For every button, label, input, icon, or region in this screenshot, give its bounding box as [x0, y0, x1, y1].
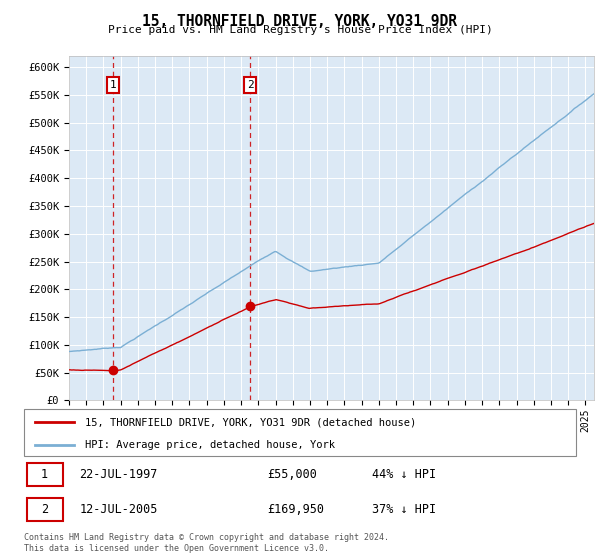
Bar	[27, 464, 62, 486]
Text: 15, THORNFIELD DRIVE, YORK, YO31 9DR: 15, THORNFIELD DRIVE, YORK, YO31 9DR	[143, 14, 458, 29]
Text: £169,950: £169,950	[267, 503, 324, 516]
Text: Price paid vs. HM Land Registry's House Price Index (HPI): Price paid vs. HM Land Registry's House …	[107, 25, 493, 35]
Text: 44% ↓ HPI: 44% ↓ HPI	[372, 468, 436, 481]
Text: 15, THORNFIELD DRIVE, YORK, YO31 9DR (detached house): 15, THORNFIELD DRIVE, YORK, YO31 9DR (de…	[85, 417, 416, 427]
Text: Contains HM Land Registry data © Crown copyright and database right 2024.
This d: Contains HM Land Registry data © Crown c…	[24, 533, 389, 553]
Text: £55,000: £55,000	[267, 468, 317, 481]
Text: 2: 2	[41, 503, 48, 516]
Bar	[27, 498, 62, 521]
Text: 1: 1	[110, 80, 116, 90]
Text: HPI: Average price, detached house, York: HPI: Average price, detached house, York	[85, 440, 335, 450]
Text: 1: 1	[41, 468, 48, 481]
Text: 37% ↓ HPI: 37% ↓ HPI	[372, 503, 436, 516]
Text: 22-JUL-1997: 22-JUL-1997	[79, 468, 158, 481]
Text: 12-JUL-2005: 12-JUL-2005	[79, 503, 158, 516]
Text: 2: 2	[247, 80, 254, 90]
